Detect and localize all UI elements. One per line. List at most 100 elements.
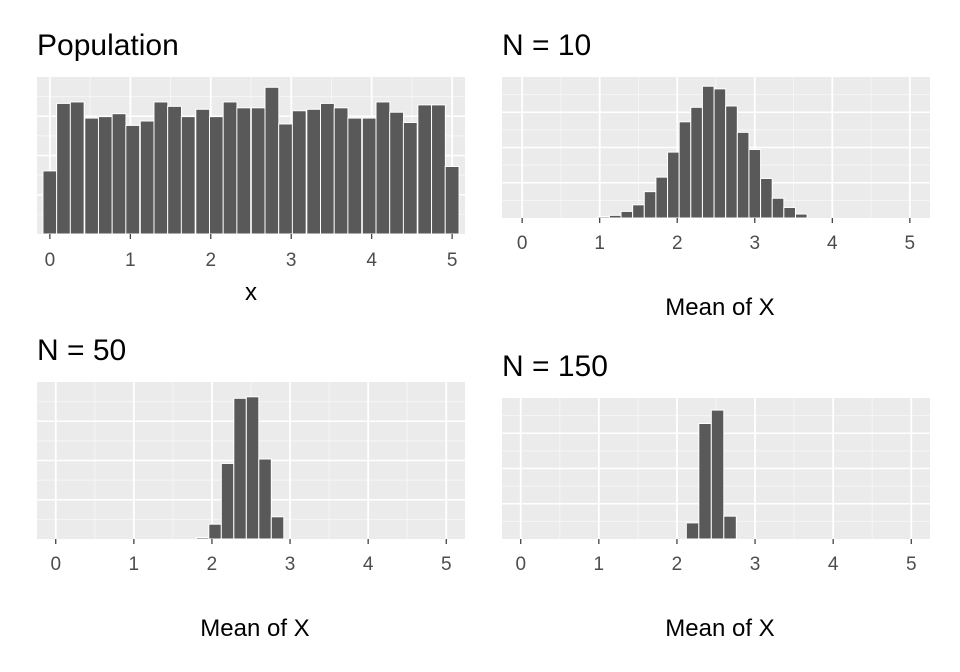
bar [278, 123, 294, 235]
x-axis-ticks: 0 1 2 3 4 5 [515, 539, 917, 575]
bar [250, 107, 266, 235]
bar [220, 462, 235, 540]
bar [42, 170, 58, 235]
x-axis-ticks: 0 1 2 3 4 5 [50, 539, 452, 575]
x-tick-label: 1 [594, 554, 605, 575]
bar [417, 104, 433, 235]
bars [685, 409, 737, 540]
bar [760, 177, 773, 219]
bar [69, 101, 85, 235]
bar [794, 213, 808, 219]
bar [333, 107, 349, 235]
x-tick-label: 4 [827, 233, 838, 254]
chart-title: N = 50 [37, 334, 126, 367]
x-tick-label: 5 [905, 233, 916, 254]
chart-title: Population [37, 29, 179, 62]
bar [713, 88, 727, 219]
bar [723, 515, 737, 540]
x-tick-label: 1 [129, 554, 140, 575]
bar [444, 166, 460, 235]
bar [701, 85, 715, 219]
x-tick-label: 0 [50, 554, 61, 575]
bar [597, 216, 610, 219]
bar [84, 117, 100, 235]
bar [233, 397, 247, 540]
bar [167, 105, 182, 235]
bar [264, 86, 280, 235]
bar [375, 101, 391, 235]
x-tick-label: 4 [366, 250, 377, 271]
x-tick-label: 5 [447, 250, 458, 271]
bar [236, 107, 252, 235]
bar [125, 124, 141, 235]
chart-n50: N = 50 0 1 2 3 4 5 Mean of X [37, 334, 465, 642]
bar [111, 113, 127, 235]
bar [180, 116, 196, 235]
bar [783, 206, 796, 219]
bar [771, 197, 785, 219]
x-tick-label: 4 [363, 554, 374, 575]
bar [748, 148, 762, 219]
x-axis-label: Mean of X [200, 615, 309, 642]
bar [655, 176, 669, 219]
bar [710, 409, 725, 540]
bar [690, 106, 703, 219]
bar [736, 131, 750, 219]
bar [643, 191, 657, 219]
bar [195, 537, 210, 540]
bar [620, 210, 634, 219]
bar [667, 151, 680, 219]
x-tick-label: 1 [594, 233, 605, 254]
bar [347, 117, 363, 235]
bar [208, 523, 222, 540]
x-tick-label: 3 [286, 250, 297, 271]
x-axis-ticks: 0 1 2 3 4 5 [517, 218, 915, 254]
x-tick-label: 1 [125, 250, 136, 271]
x-tick-label: 0 [515, 554, 526, 575]
bar [222, 101, 238, 235]
x-tick-label: 3 [285, 554, 296, 575]
bar [195, 108, 211, 235]
bars [42, 86, 460, 235]
x-tick-label: 2 [205, 250, 216, 271]
x-tick-label: 4 [828, 554, 839, 575]
bar [632, 204, 645, 219]
bar [698, 423, 712, 540]
bars [597, 85, 808, 219]
bars [195, 396, 285, 540]
bar [320, 102, 335, 235]
x-tick-label: 5 [906, 554, 917, 575]
bar [291, 110, 307, 235]
x-tick-label: 0 [517, 233, 528, 254]
bar [678, 121, 692, 219]
x-tick-label: 5 [441, 554, 452, 575]
bar [431, 104, 446, 235]
chart-population: Population 0 1 2 3 4 5 x [37, 29, 465, 306]
bar [139, 120, 155, 235]
bar [97, 116, 113, 235]
x-axis-label: Mean of X [665, 615, 774, 642]
chart-title: N = 10 [502, 29, 591, 62]
x-tick-label: 3 [750, 554, 761, 575]
bar [56, 102, 71, 235]
x-tick-label: 3 [749, 233, 760, 254]
bar [389, 111, 405, 235]
bar [402, 121, 418, 235]
bar [245, 396, 260, 540]
bar [258, 458, 272, 540]
bar [361, 117, 377, 235]
x-tick-label: 2 [672, 554, 683, 575]
chart-n150: N = 150 0 1 2 3 4 5 Mean of X [502, 350, 930, 642]
bar [725, 105, 738, 219]
chart-n10: N = 10 0 1 2 3 4 5 Mean of X [502, 29, 930, 321]
bar [306, 108, 322, 235]
x-axis-label: Mean of X [665, 294, 774, 321]
bar [153, 101, 169, 235]
bar [208, 116, 224, 235]
bar [685, 522, 700, 540]
x-axis-ticks: 0 1 2 3 4 5 [45, 234, 458, 271]
chart-title: N = 150 [502, 350, 608, 383]
bar [270, 516, 285, 540]
x-tick-label: 0 [45, 250, 56, 271]
